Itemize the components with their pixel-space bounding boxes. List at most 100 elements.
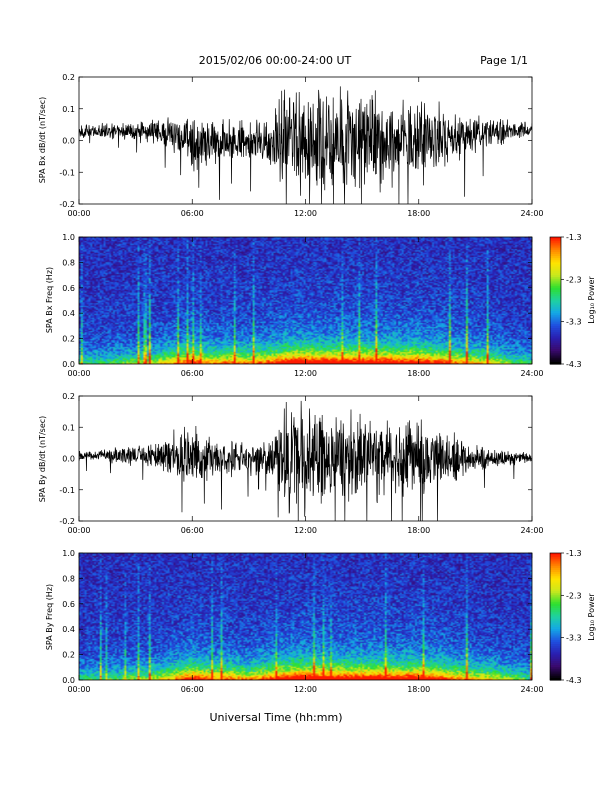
colorbar-tick-label: -2.3 [566, 275, 582, 284]
y-tick-label: 0.6 [62, 600, 75, 609]
colorbar-cell [550, 641, 561, 645]
colorbar-cell [550, 241, 561, 244]
colorbar-cell [550, 644, 561, 647]
colorbar-cell [550, 311, 561, 314]
colorbar-cell [550, 239, 561, 242]
colorbar-cell [550, 595, 561, 599]
x-tick-label: 24:00 [520, 685, 543, 694]
colorbar-cell [550, 277, 561, 280]
colorbar-cell [550, 614, 561, 618]
x-tick-label: 00:00 [67, 526, 90, 535]
colorbar-cell [550, 262, 561, 266]
y-tick-label: 0.8 [62, 574, 75, 583]
x-axis-title: Universal Time (hh:mm) [210, 711, 343, 724]
y-tick-label: -0.2 [59, 517, 75, 526]
bx-dbdt-yticks: -0.2 -0.1 0.0 0.1 0.2 [59, 73, 532, 209]
colorbar-cell [550, 281, 561, 285]
colorbar-cell [550, 658, 561, 662]
colorbar-cell [550, 302, 561, 306]
colorbar-cell [550, 631, 561, 635]
colorbar-cell [550, 347, 561, 350]
spectrogram-raster [79, 553, 532, 680]
y-tick-label: 0.0 [62, 455, 75, 464]
colorbar-tick-label: -4.3 [566, 360, 582, 369]
colorbar-cell [550, 330, 561, 333]
x-tick-label: 00:00 [67, 685, 90, 694]
by-colorbar: -1.3 -2.3 -3.3 -4.3 [549, 549, 582, 685]
colorbar-frame [549, 236, 562, 365]
by-spectrogram-yticks: 0.0 0.2 0.4 0.6 0.8 1.0 [62, 549, 532, 685]
colorbar-cell [550, 601, 561, 605]
colorbar-cell [550, 279, 561, 283]
x-tick-label: 24:00 [520, 369, 543, 378]
colorbar-cell [550, 629, 561, 632]
colorbar-cell [550, 304, 561, 308]
y-tick-label: 0.1 [62, 105, 75, 114]
colorbar-tick-label: -4.3 [566, 676, 582, 685]
y-tick-label: 0.2 [62, 335, 75, 344]
by-dbdt-xticks: 00:00 06:00 12:00 18:00 24:00 [67, 396, 544, 535]
colorbar-cell [550, 675, 561, 679]
by-dbdt-ylabel: SPA By dB/dt (nT/sec) [38, 416, 47, 503]
colorbar-cell [550, 292, 561, 295]
x-tick-label: 00:00 [67, 369, 90, 378]
colorbar-tick-label: -1.3 [566, 233, 582, 242]
x-tick-label: 18:00 [407, 369, 430, 378]
colorbar-cell [550, 553, 561, 556]
colorbar-cell [550, 620, 561, 624]
colorbar-cell [550, 673, 561, 677]
colorbar-cell [550, 599, 561, 603]
y-tick-label: 0.4 [62, 625, 75, 634]
y-tick-label: -0.1 [59, 168, 75, 177]
colorbar-cell [550, 580, 561, 584]
bx-spectrogram-image [79, 237, 532, 364]
colorbar-cell [550, 317, 561, 321]
x-tick-label: 12:00 [294, 685, 317, 694]
colorbar-cell [550, 251, 561, 255]
colorbar-cell [550, 561, 561, 565]
colorbar-cell [550, 340, 561, 344]
colorbar-cell [550, 591, 561, 594]
by-spectrogram-ylabel: SPA By Freq (Hz) [45, 584, 54, 650]
colorbar-cell [550, 289, 561, 293]
y-tick-label: 1.0 [62, 549, 75, 558]
colorbar-cell [550, 266, 561, 270]
bx-dbdt-panel: SPA Bx dB/dt (nT/sec) -0.2-0.10.00.10.2 … [38, 73, 544, 218]
y-tick-label: 0.2 [62, 651, 75, 660]
colorbar-cell [550, 253, 561, 257]
bx-dbdt-xticks: 00:00 06:00 12:00 18:00 24:00 [67, 77, 544, 218]
page-number: Page 1/1 [480, 54, 528, 67]
colorbar-cell [550, 323, 561, 327]
colorbar-cell [550, 633, 561, 637]
colorbar-cell [550, 272, 561, 276]
colorbar-tick-label: -3.3 [566, 318, 582, 327]
colorbar-cell [550, 245, 561, 249]
colorbar-cell [550, 608, 561, 611]
y-tick-label: 0.0 [62, 360, 75, 369]
x-tick-label: 18:00 [407, 526, 430, 535]
colorbar-cell [550, 306, 561, 310]
colorbar-cell [550, 260, 561, 263]
y-tick-label: 0.2 [62, 392, 75, 401]
x-tick-label: 24:00 [520, 526, 543, 535]
bx-dbdt-ylabel: SPA Bx dB/dt (nT/sec) [38, 97, 47, 184]
colorbar-cell [550, 243, 561, 247]
colorbar-cell [550, 237, 561, 240]
x-tick-label: 12:00 [294, 369, 317, 378]
colorbar-cell [550, 361, 561, 365]
bx-colorbar: -1.3 -2.3 -3.3 -4.3 [549, 233, 582, 369]
colorbar-cell [550, 285, 561, 289]
bx-dbdt-trace [79, 86, 532, 204]
colorbar-cell [550, 342, 561, 346]
colorbar-frame [549, 552, 562, 681]
colorbar-cell [550, 321, 561, 325]
x-tick-label: 00:00 [67, 209, 90, 218]
colorbar-cell [550, 349, 561, 352]
y-tick-label: 0.0 [62, 137, 75, 146]
x-tick-label: 06:00 [181, 685, 204, 694]
colorbar-cell [550, 256, 561, 259]
colorbar-cell [550, 338, 561, 342]
signal-trace [79, 400, 532, 521]
colorbar-cell [550, 275, 561, 278]
